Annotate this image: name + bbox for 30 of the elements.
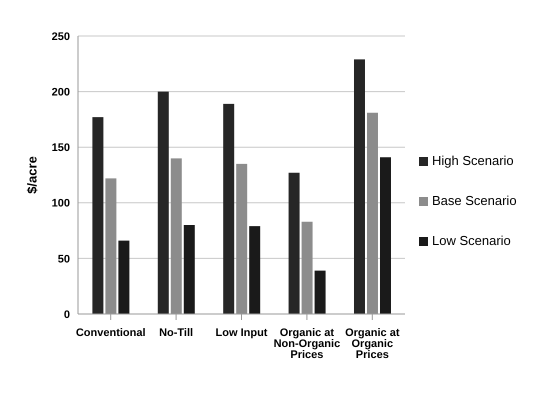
bar [92,117,104,314]
bar [184,225,195,314]
y-tick-label: 50 [58,253,70,266]
bar [380,157,391,314]
legend-label: High Scenario [432,153,514,168]
bar [158,92,169,314]
bar [302,222,313,314]
bar [118,240,130,314]
y-axis-title: $/acre [24,156,40,194]
bar [236,164,248,314]
bar [105,178,116,314]
y-tick-label: 100 [52,198,70,210]
bar [170,158,182,314]
bar [354,59,365,314]
bar [288,172,300,314]
y-tick-label: 200 [52,86,70,99]
x-tick-label: No-Till [159,326,194,339]
x-tick-label: Organic at Non-Organic Prices [274,326,340,361]
legend-label: Base Scenario [432,193,517,208]
bar [249,226,260,314]
legend-label: Low Scenario [432,233,511,248]
y-tick-label: 150 [52,142,70,154]
bar [223,104,234,314]
bar [314,270,326,314]
x-tick-label: Low Input [216,326,268,339]
y-tick-label: 0 [64,308,70,321]
bar [366,112,378,314]
y-tick-label: 250 [52,30,70,43]
x-tick-label: Organic at Organic Prices [345,326,400,361]
x-tick-label: Conventional [76,326,146,339]
